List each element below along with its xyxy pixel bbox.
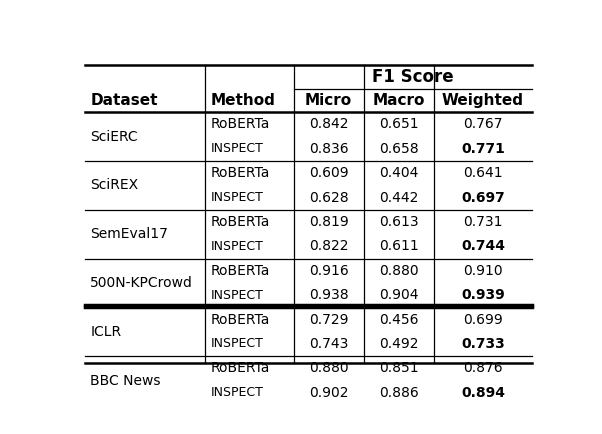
Text: Dataset: Dataset xyxy=(90,93,158,108)
Text: INSPECT: INSPECT xyxy=(211,338,264,351)
Text: 0.697: 0.697 xyxy=(461,191,505,204)
Text: RoBERTa: RoBERTa xyxy=(211,312,270,327)
Text: 0.916: 0.916 xyxy=(309,264,349,278)
Text: 0.886: 0.886 xyxy=(379,386,418,400)
Text: RoBERTa: RoBERTa xyxy=(211,118,270,132)
Text: 0.902: 0.902 xyxy=(309,386,349,400)
Text: RoBERTa: RoBERTa xyxy=(211,362,270,375)
Text: 0.767: 0.767 xyxy=(464,118,503,132)
Text: SciREX: SciREX xyxy=(90,178,138,192)
Text: 0.733: 0.733 xyxy=(461,337,505,351)
Text: 0.628: 0.628 xyxy=(309,191,349,204)
Text: 0.880: 0.880 xyxy=(309,362,349,375)
Text: 0.456: 0.456 xyxy=(379,312,418,327)
Text: 0.492: 0.492 xyxy=(379,337,418,351)
Text: INSPECT: INSPECT xyxy=(211,191,264,204)
Text: 0.819: 0.819 xyxy=(309,215,349,229)
Text: 0.743: 0.743 xyxy=(309,337,349,351)
Text: 0.938: 0.938 xyxy=(309,288,349,302)
Text: ICLR: ICLR xyxy=(90,325,122,339)
Text: 0.699: 0.699 xyxy=(463,312,503,327)
Text: 0.658: 0.658 xyxy=(379,142,418,156)
Text: Method: Method xyxy=(211,93,276,108)
Text: BBC News: BBC News xyxy=(90,374,161,388)
Text: 0.651: 0.651 xyxy=(379,118,418,132)
Text: 0.404: 0.404 xyxy=(379,166,418,180)
Text: 0.910: 0.910 xyxy=(463,264,503,278)
Text: INSPECT: INSPECT xyxy=(211,142,264,155)
Text: SemEval17: SemEval17 xyxy=(90,227,168,241)
Text: 500N-KPCrowd: 500N-KPCrowd xyxy=(90,276,193,290)
Text: F1 Score: F1 Score xyxy=(372,68,454,86)
Text: Micro: Micro xyxy=(305,93,352,108)
Text: RoBERTa: RoBERTa xyxy=(211,264,270,278)
Text: 0.836: 0.836 xyxy=(309,142,349,156)
Text: 0.880: 0.880 xyxy=(379,264,418,278)
Text: 0.771: 0.771 xyxy=(461,142,505,156)
Text: 0.876: 0.876 xyxy=(463,362,503,375)
Text: 0.894: 0.894 xyxy=(461,386,505,400)
Text: 0.904: 0.904 xyxy=(379,288,418,302)
Text: 0.851: 0.851 xyxy=(379,362,418,375)
Text: 0.609: 0.609 xyxy=(309,166,349,180)
Text: 0.731: 0.731 xyxy=(464,215,503,229)
Text: 0.613: 0.613 xyxy=(379,215,418,229)
Text: RoBERTa: RoBERTa xyxy=(211,215,270,229)
Text: SciERC: SciERC xyxy=(90,130,138,144)
Text: 0.842: 0.842 xyxy=(309,118,349,132)
Text: 0.641: 0.641 xyxy=(463,166,503,180)
Text: Macro: Macro xyxy=(373,93,425,108)
Text: 0.729: 0.729 xyxy=(309,312,349,327)
Text: 0.611: 0.611 xyxy=(379,240,418,253)
Text: 0.744: 0.744 xyxy=(461,240,505,253)
Text: 0.822: 0.822 xyxy=(309,240,349,253)
Text: RoBERTa: RoBERTa xyxy=(211,166,270,180)
Text: INSPECT: INSPECT xyxy=(211,289,264,302)
Text: INSPECT: INSPECT xyxy=(211,386,264,399)
Text: 0.442: 0.442 xyxy=(379,191,418,204)
Text: Weighted: Weighted xyxy=(442,93,524,108)
Text: 0.939: 0.939 xyxy=(461,288,505,302)
Text: INSPECT: INSPECT xyxy=(211,240,264,253)
